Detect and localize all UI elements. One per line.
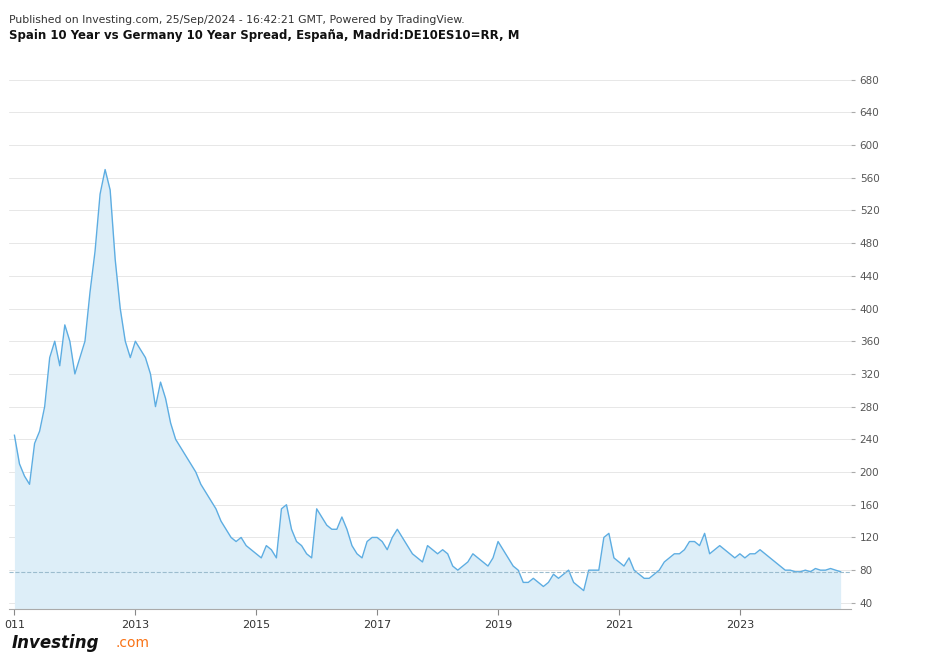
- Text: Investing: Investing: [11, 634, 99, 652]
- Text: Published on Investing.com, 25/Sep/2024 - 16:42:21 GMT, Powered by TradingView.: Published on Investing.com, 25/Sep/2024 …: [9, 15, 465, 25]
- Text: Spain 10 Year vs Germany 10 Year Spread, España, Madrid:DE10ES10=RR, M: Spain 10 Year vs Germany 10 Year Spread,…: [9, 29, 520, 43]
- Text: 78.0: 78.0: [870, 567, 898, 577]
- Text: .com: .com: [116, 636, 149, 650]
